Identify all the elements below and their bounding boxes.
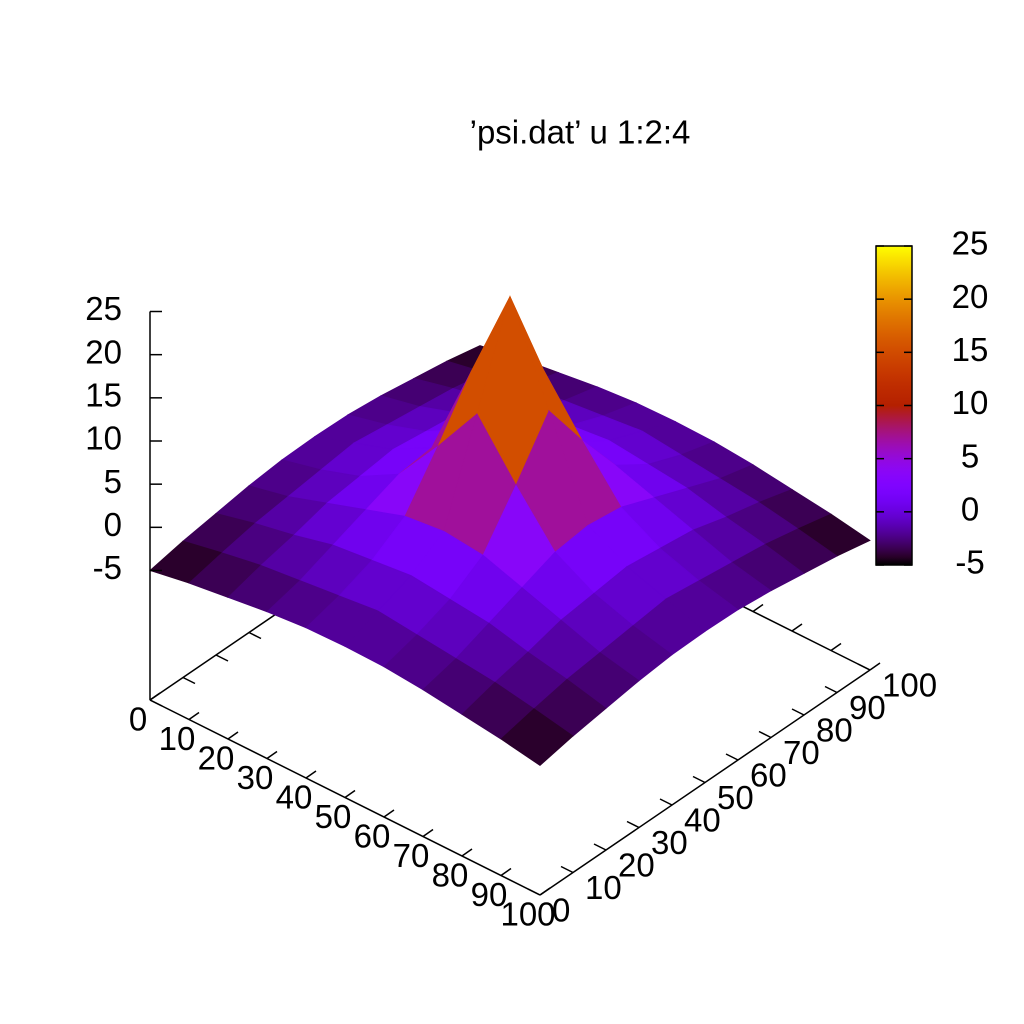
tick-mark bbox=[461, 848, 473, 857]
y-tick-label: 80 bbox=[816, 712, 853, 749]
tick-mark bbox=[626, 820, 640, 829]
colorbar-tick-label: 20 bbox=[952, 278, 989, 315]
tick-mark bbox=[824, 685, 838, 694]
y-tick-label: 20 bbox=[618, 847, 655, 884]
tick-mark bbox=[830, 642, 842, 652]
y-tick-label: 10 bbox=[585, 869, 622, 906]
x-tick-label: 50 bbox=[315, 798, 352, 835]
tick-mark bbox=[383, 809, 395, 818]
colorbar-tick-label: 15 bbox=[952, 331, 989, 368]
x-tick-label: 20 bbox=[198, 740, 235, 777]
tick-mark bbox=[791, 708, 805, 716]
z-tick-label: -5 bbox=[93, 549, 122, 586]
tick-mark bbox=[305, 770, 317, 779]
x-tick-label: 70 bbox=[393, 837, 430, 874]
tick-mark bbox=[215, 654, 229, 662]
tick-mark bbox=[422, 828, 434, 838]
y-tick-label: 70 bbox=[783, 734, 820, 771]
tick-mark bbox=[692, 775, 706, 784]
surface-patch bbox=[500, 708, 574, 767]
tick-mark bbox=[227, 731, 239, 740]
x-tick-label: 100 bbox=[500, 896, 555, 933]
tick-mark bbox=[593, 843, 607, 851]
y-tick-label: 50 bbox=[717, 779, 754, 816]
z-tick-label: 15 bbox=[85, 377, 122, 414]
y-tick-label: 30 bbox=[651, 824, 688, 861]
z-tick-label: 5 bbox=[104, 463, 122, 500]
z-tick-label: 25 bbox=[85, 290, 122, 327]
tick-mark bbox=[149, 692, 161, 701]
tick-mark bbox=[560, 865, 574, 874]
tick-mark bbox=[344, 789, 356, 799]
tick-mark bbox=[149, 699, 163, 707]
tick-mark bbox=[527, 888, 541, 896]
y-tick-label: 0 bbox=[552, 892, 570, 929]
y-tick-label: 40 bbox=[684, 802, 721, 839]
tick-mark bbox=[752, 603, 764, 613]
colorbar-tick-label: -5 bbox=[955, 544, 984, 581]
tick-mark bbox=[188, 711, 200, 721]
tick-mark bbox=[857, 663, 871, 671]
y-tick-label: 90 bbox=[849, 689, 886, 726]
colorbar-tick-label: 0 bbox=[961, 491, 979, 528]
tick-mark bbox=[539, 887, 551, 896]
z-tick-label: 20 bbox=[85, 333, 122, 370]
colorbar-tick-label: 25 bbox=[952, 225, 989, 262]
z-tick-label: 0 bbox=[104, 506, 122, 543]
colorbar-tick-label: 10 bbox=[952, 384, 989, 421]
x-tick-label: 80 bbox=[432, 857, 469, 894]
x-tick-label: 40 bbox=[276, 779, 313, 816]
colorbar-tick-label: 5 bbox=[961, 437, 979, 474]
z-tick-label: 10 bbox=[85, 420, 122, 457]
tick-mark bbox=[791, 623, 803, 632]
x-tick-label: 10 bbox=[159, 720, 196, 757]
tick-mark bbox=[266, 750, 278, 760]
x-tick-label: 30 bbox=[237, 759, 274, 796]
x-tick-label: 60 bbox=[354, 818, 391, 855]
chart-title: ’psi.dat’ u 1:2:4 bbox=[470, 114, 691, 151]
tick-mark bbox=[659, 798, 673, 806]
tick-mark bbox=[758, 730, 772, 739]
tick-mark bbox=[725, 753, 739, 761]
tick-mark bbox=[500, 867, 512, 877]
tick-mark bbox=[869, 662, 881, 671]
x-tick-label: 90 bbox=[471, 876, 508, 913]
y-tick-label: 100 bbox=[882, 667, 937, 704]
tick-mark bbox=[248, 631, 262, 640]
y-tick-label: 60 bbox=[750, 757, 787, 794]
x-tick-label: 0 bbox=[129, 701, 147, 738]
tick-mark bbox=[182, 676, 196, 685]
